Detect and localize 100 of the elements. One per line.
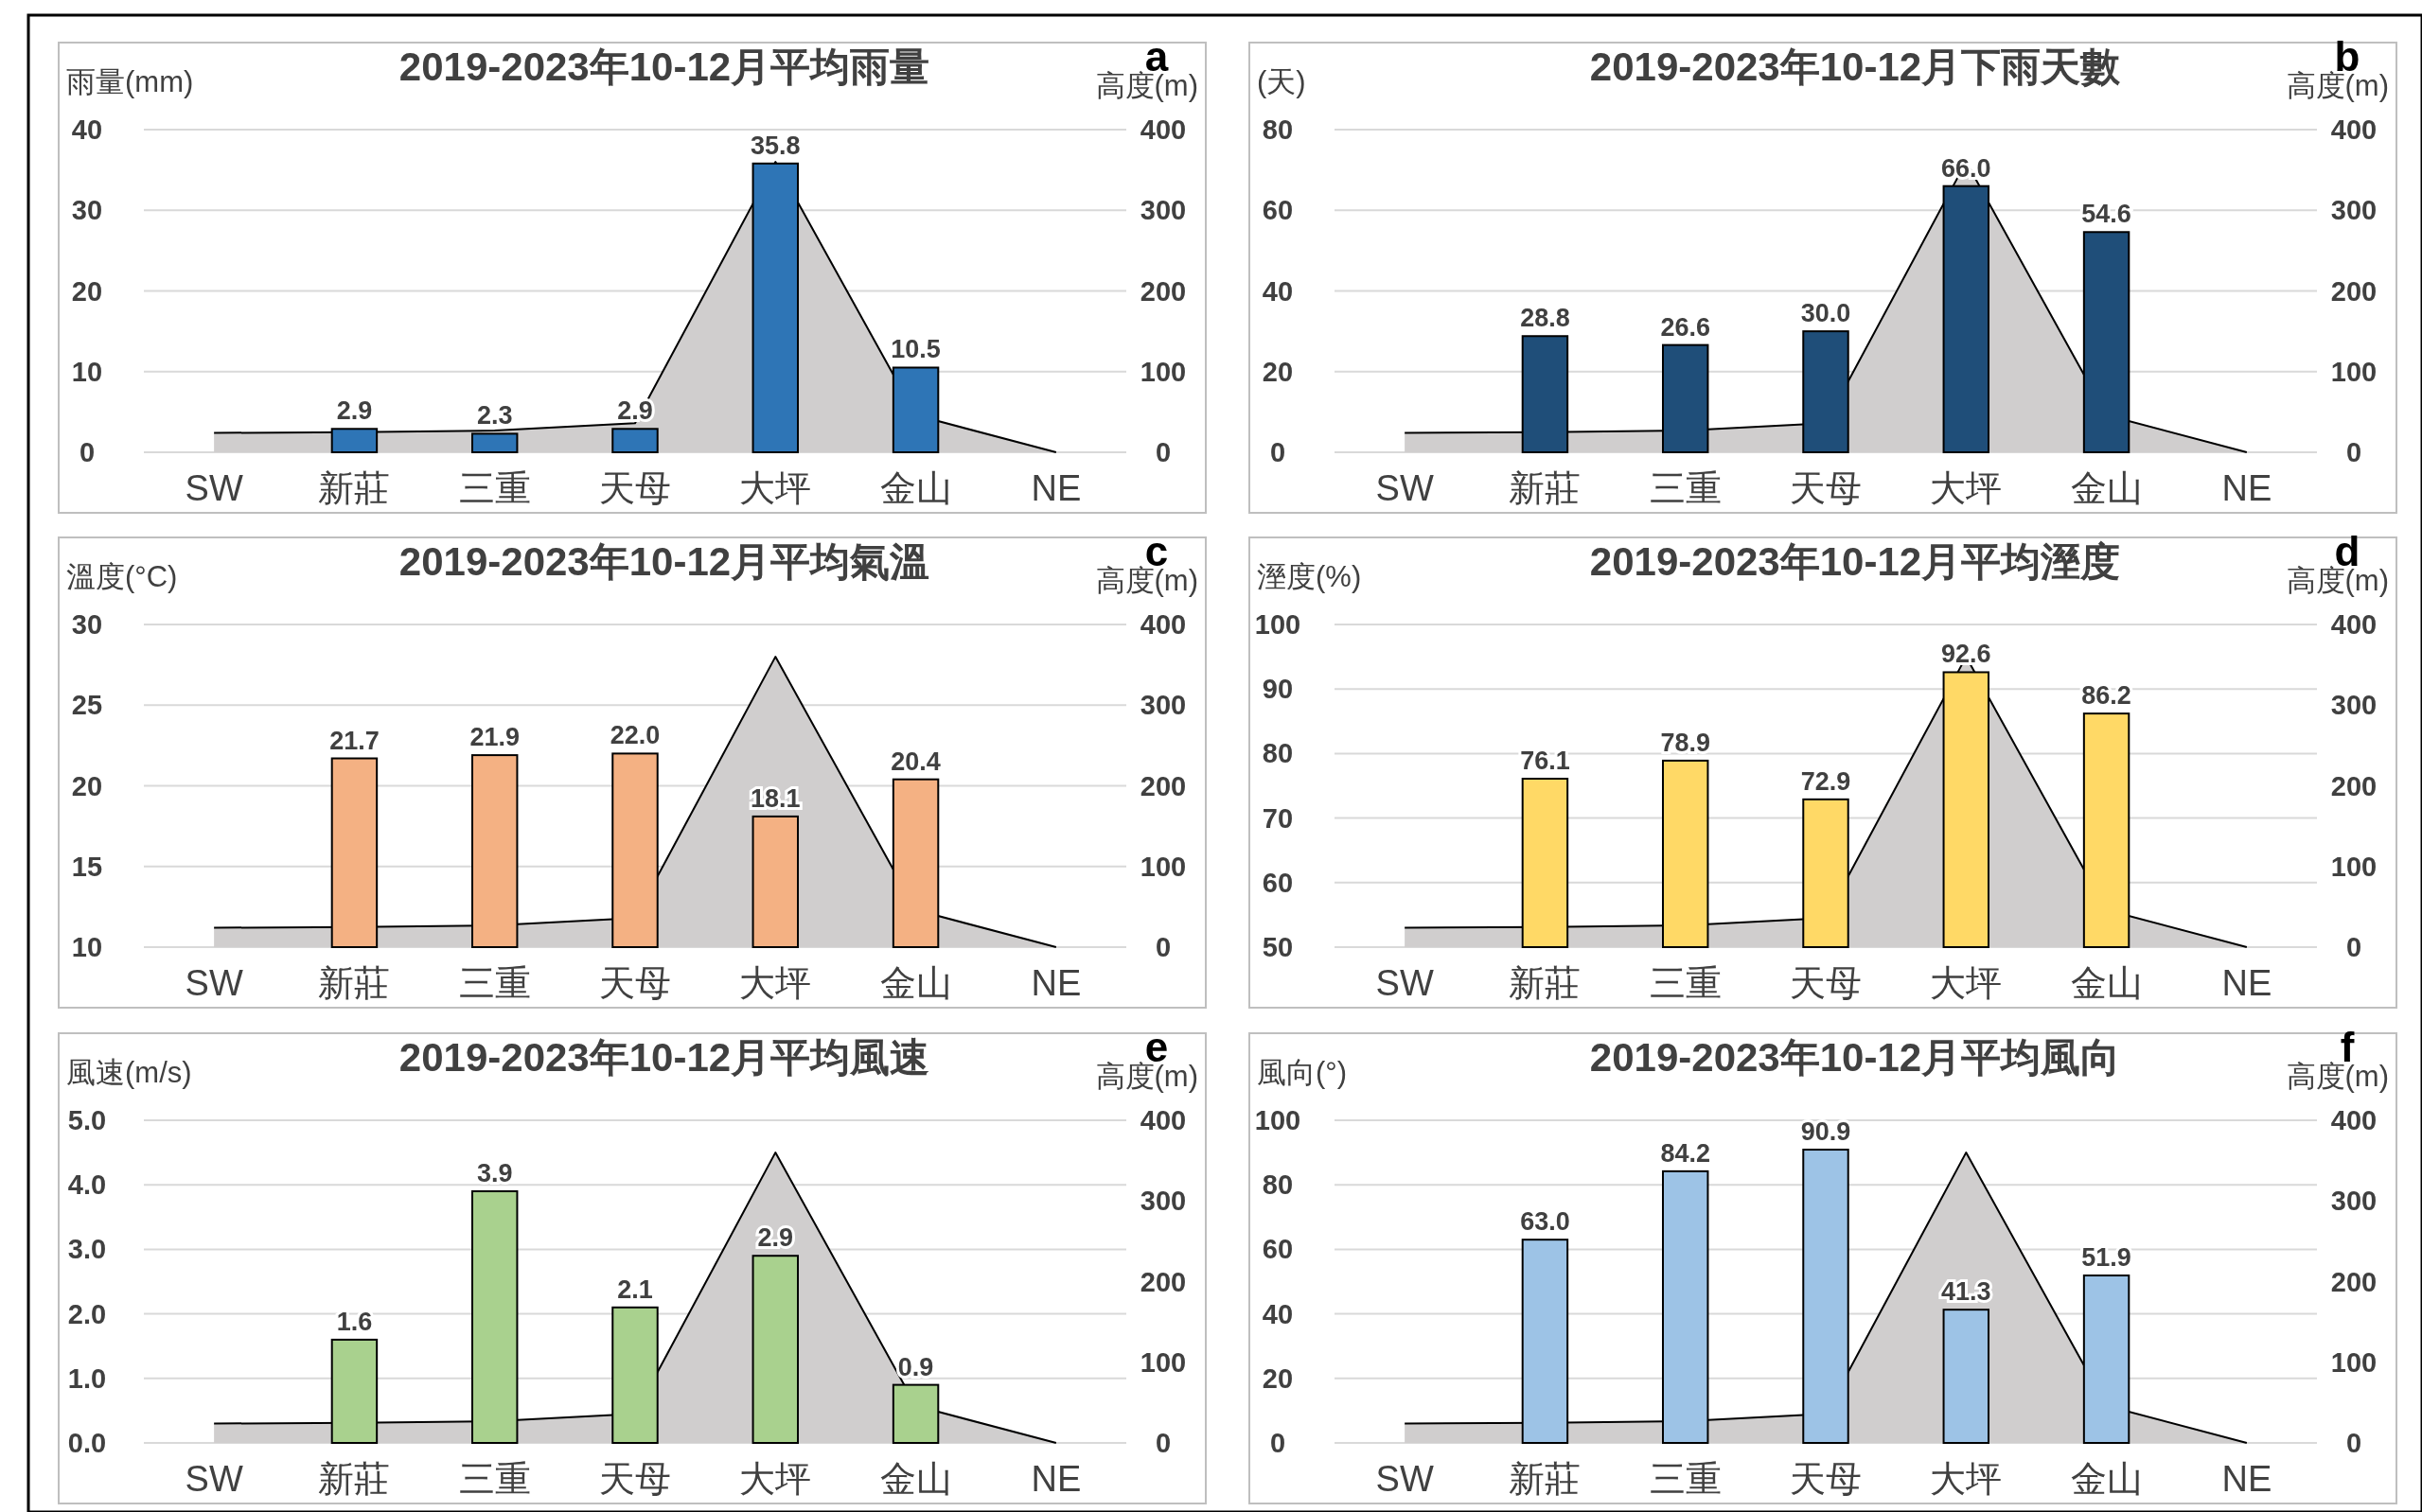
y-tick-label: 60 [1262,867,1294,898]
y2-tick-label: 300 [2330,195,2378,226]
y2-tick-label: 100 [2330,851,2378,882]
y2-tick-label: 400 [1140,114,1187,145]
data-label: 21.9 [469,723,520,752]
x-tick-label: SW [185,963,243,1003]
y2-tick-label: 200 [2330,1266,2378,1297]
y2-tick-label: 300 [2330,1186,2378,1217]
bar [611,428,659,453]
y-tick-label: 30 [71,195,103,226]
y-tick-label: 0 [79,437,96,467]
data-label: 86.2 [2081,681,2131,711]
x-tick-label: NE [1031,1459,1082,1499]
data-label: 92.6 [1941,640,1991,669]
data-label: 2.3 [476,401,513,431]
x-tick-label: 大坪 [1930,963,2003,1003]
y-tick-label: 25 [71,690,103,721]
y-tick-label: 20 [1262,1363,1294,1394]
y-tick-label: 4.0 [67,1169,107,1201]
bar [1942,1309,1990,1444]
x-tick-label: 天母 [599,963,671,1003]
x-tick-label: 天母 [599,1459,671,1499]
data-label: 54.6 [2081,200,2131,229]
y2-tick-label: 100 [1140,1346,1187,1378]
y2-tick-label: 100 [1140,851,1187,882]
y2-tick-label: 0 [2345,437,2362,467]
y2-tick-label: 400 [2330,114,2378,145]
data-label: 21.7 [329,726,380,755]
y2-tick-label: 400 [2330,609,2378,640]
y-tick-label: 40 [1262,1298,1294,1329]
x-tick-label: 大坪 [739,468,812,508]
data-label: 28.8 [1520,304,1570,333]
y2-tick-label: 300 [1140,195,1187,226]
x-tick-label: 天母 [599,468,671,508]
x-tick-label: 金山 [2070,1459,2143,1499]
data-label: 3.9 [476,1159,513,1188]
y-axis-title: 風向(°) [1257,1056,1348,1089]
y-tick-label: 80 [1262,114,1294,145]
x-tick-label: 新莊 [318,1459,391,1499]
x-tick-label: 新莊 [1509,1459,1582,1499]
x-tick-label: 大坪 [739,1459,812,1499]
data-label: 41.3 [1941,1277,1991,1307]
chart-title: 2019-2023年10-12月下雨天數 [1589,44,2122,89]
x-tick-label: SW [185,468,243,508]
chart-title: 2019-2023年10-12月平均氣溫 [398,539,930,584]
y-tick-label: 60 [1262,1234,1294,1265]
data-label: 10.5 [891,335,941,364]
y-tick-label: 20 [71,275,103,307]
y2-tick-label: 200 [2330,275,2378,307]
x-tick-label: 新莊 [318,468,391,508]
x-tick-label: 金山 [879,468,952,508]
data-label: 51.9 [2081,1243,2131,1273]
data-label: 30.0 [1800,299,1851,328]
y-tick-label: 80 [1262,738,1294,769]
x-tick-label: SW [1375,468,1434,508]
y-axis-title: 雨量(mm) [66,65,194,98]
data-label: 26.6 [1660,312,1710,342]
x-tick-label: NE [1031,963,1082,1003]
y-tick-label: 0 [1269,437,1286,467]
y-tick-label: 40 [71,114,103,145]
x-tick-label: SW [1375,1459,1434,1499]
y2-tick-label: 400 [2330,1105,2378,1135]
x-tick-label: NE [2221,468,2272,508]
y-axis-title: 風速(m/s) [66,1056,192,1089]
x-tick-label: SW [1375,963,1434,1003]
data-label: 2.9 [336,396,373,426]
y-tick-label: 1.0 [67,1363,107,1394]
x-tick-label: 新莊 [318,963,391,1003]
x-tick-label: 天母 [1790,468,1862,508]
x-tick-label: 三重 [458,963,531,1003]
x-tick-label: 新莊 [1509,468,1582,508]
x-tick-label: 金山 [2070,468,2143,508]
y2-tick-label: 0 [1155,1428,1172,1458]
y2-tick-label: 400 [1140,1105,1187,1135]
x-tick-label: 三重 [1649,468,1722,508]
y2-tick-label: 0 [2345,932,2362,962]
y-axis-title: 溼度(%) [1257,560,1362,593]
y2-tick-label: 200 [1140,770,1187,801]
x-tick-label: NE [2221,963,2272,1003]
chart-title: 2019-2023年10-12月平均雨量 [398,44,930,89]
y-tick-label: 90 [1262,674,1294,705]
y2-tick-label: 300 [1140,1186,1187,1217]
y2-tick-label: 200 [1140,275,1187,307]
data-label: 84.2 [1660,1138,1710,1168]
y-tick-label: 2.0 [67,1298,107,1329]
data-label: 90.9 [1800,1117,1851,1147]
chart-title: 2019-2023年10-12月平均溼度 [1589,539,2121,584]
y-tick-label: 0.0 [67,1428,107,1458]
y-tick-label: 3.0 [67,1234,107,1265]
x-tick-label: SW [185,1459,243,1499]
data-label: 1.6 [336,1307,373,1336]
data-label: 18.1 [751,783,801,813]
x-tick-label: 三重 [1649,1459,1722,1499]
data-label: 2.9 [757,1223,794,1253]
data-label: 72.9 [1800,766,1851,796]
y-tick-label: 10 [71,932,103,962]
y-tick-label: 30 [71,609,103,640]
chart-title: 2019-2023年10-12月平均風向 [1589,1035,2121,1080]
x-tick-label: 大坪 [739,963,812,1003]
y-tick-label: 50 [1262,932,1294,962]
